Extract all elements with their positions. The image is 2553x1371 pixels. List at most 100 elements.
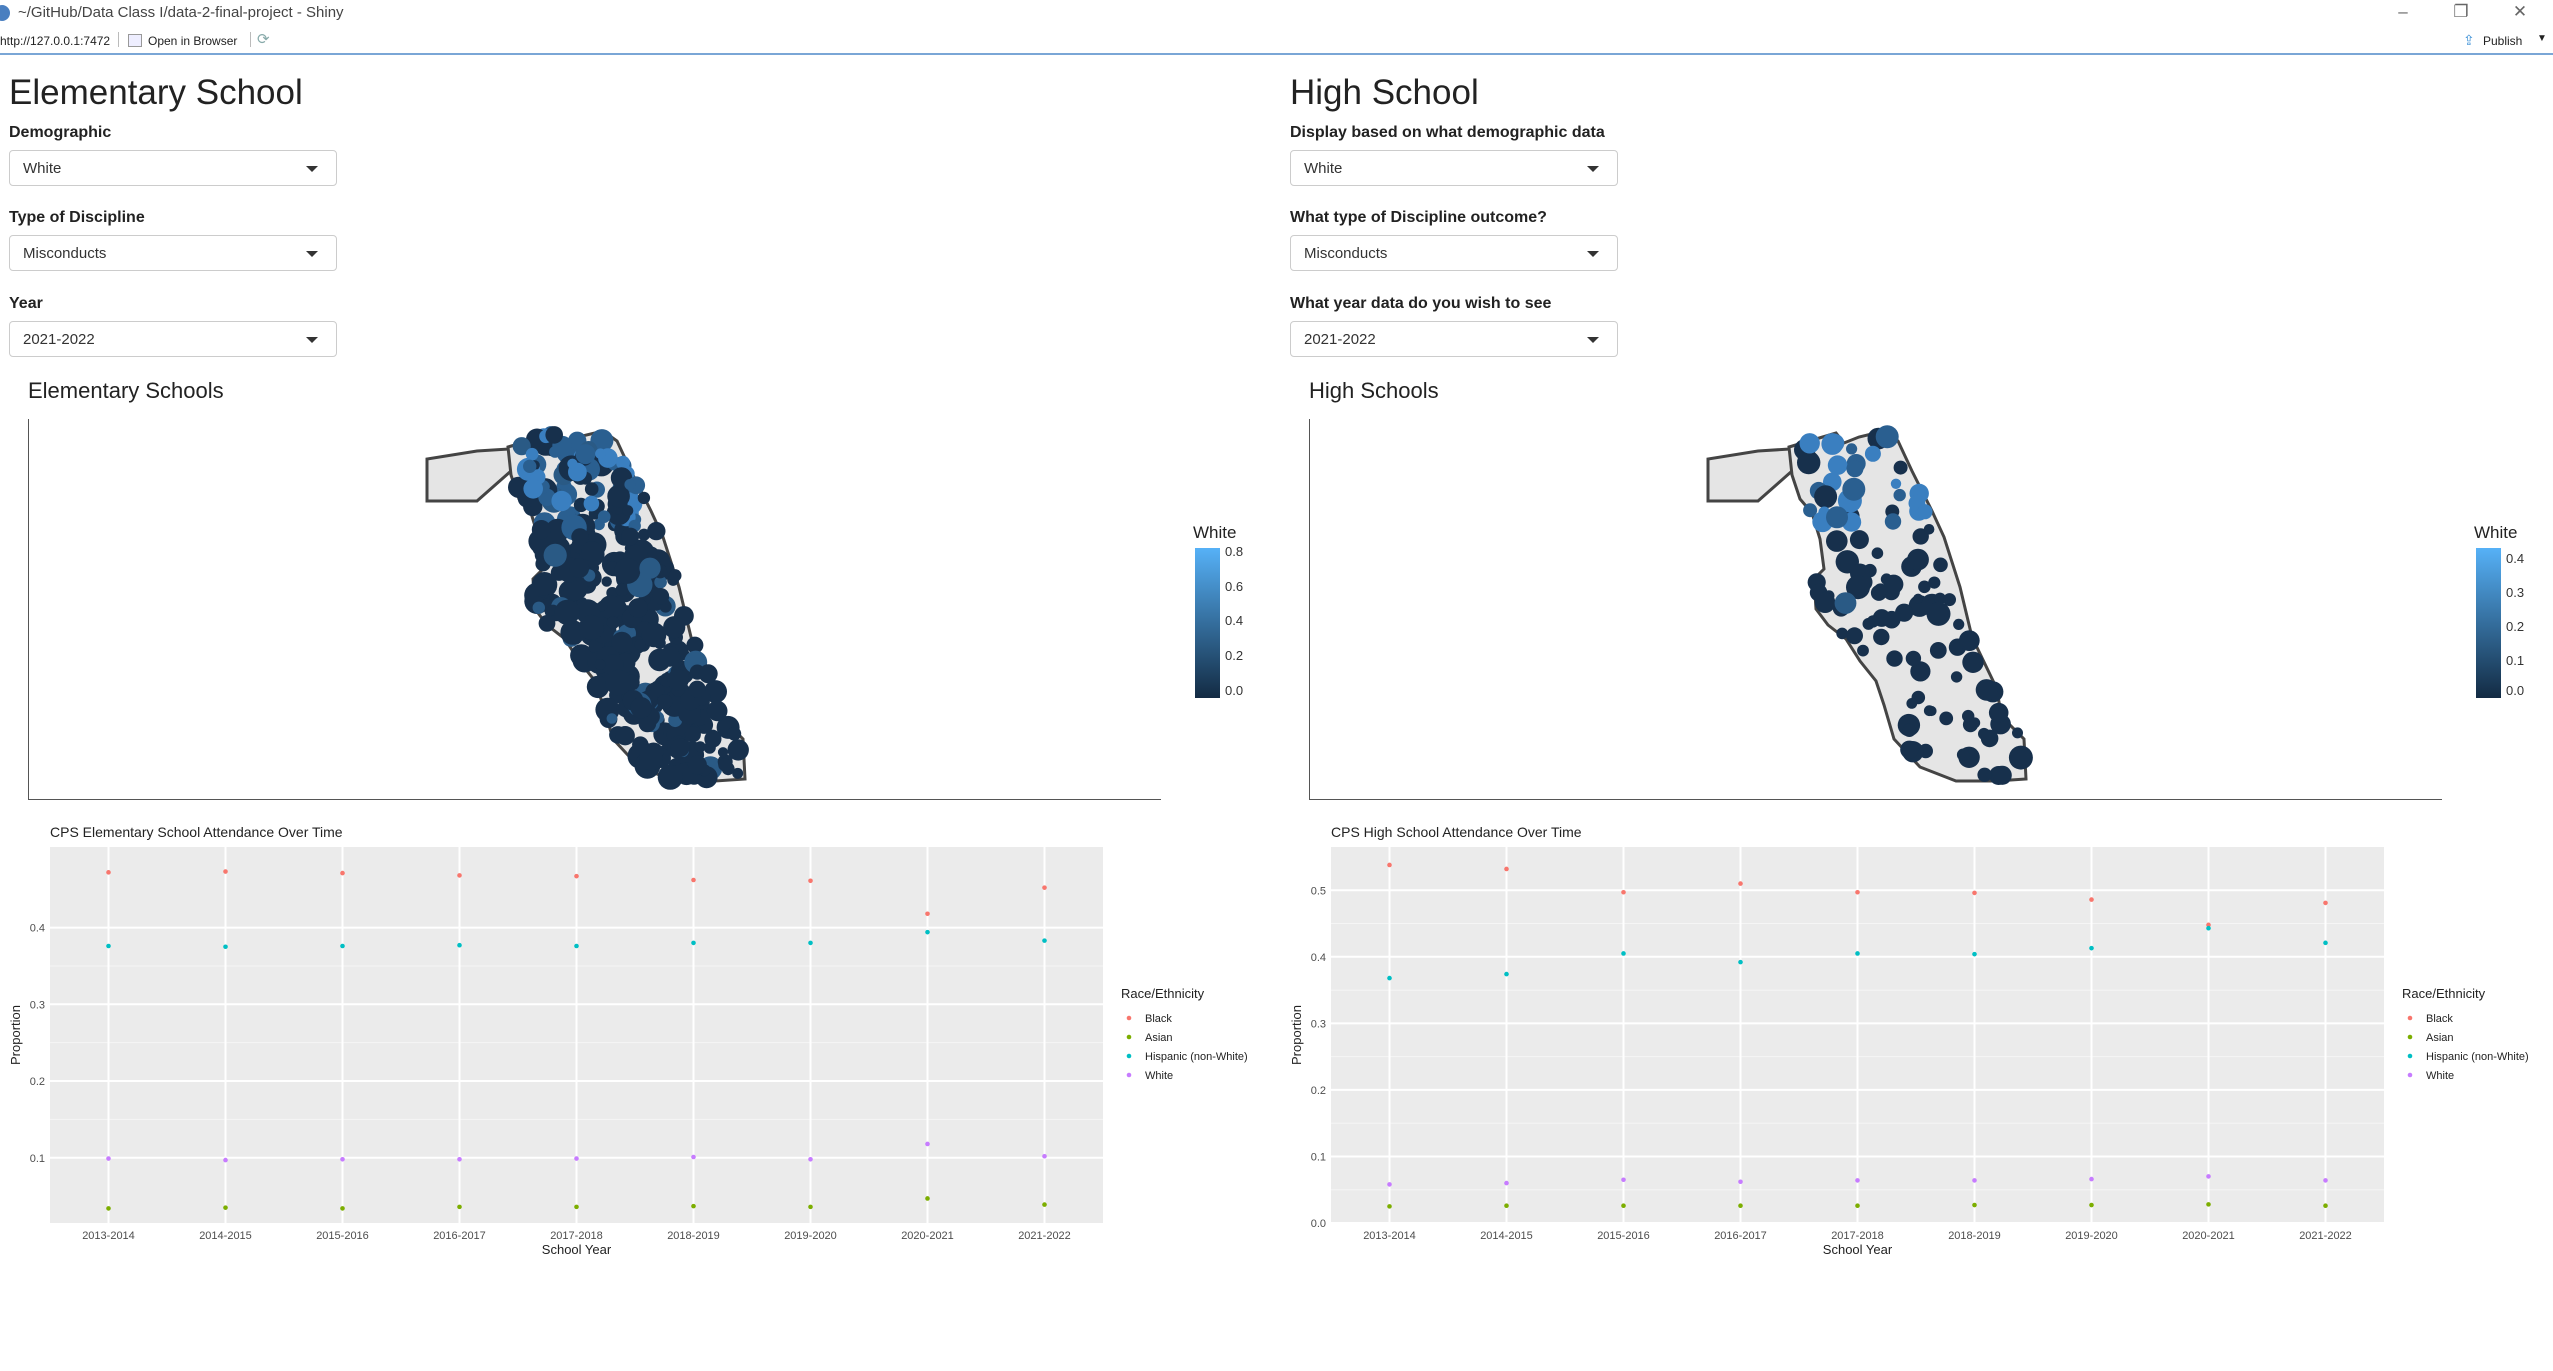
legend-key xyxy=(2407,1072,2413,1078)
school-point xyxy=(1882,610,1901,629)
school-point xyxy=(569,558,590,578)
school-point xyxy=(1842,477,1866,501)
elementary-year-select[interactable]: 2021-2022 xyxy=(9,321,337,357)
school-point xyxy=(594,659,606,670)
y-tick-label: 0.3 xyxy=(30,999,45,1011)
x-tick-label: 2015-2016 xyxy=(316,1230,369,1242)
high-demographic-select[interactable]: White xyxy=(1290,150,1618,186)
data-point xyxy=(925,1196,930,1201)
x-tick-label: 2013-2014 xyxy=(1363,1230,1416,1242)
data-point xyxy=(223,869,228,874)
school-point xyxy=(624,479,636,490)
school-point xyxy=(607,484,630,508)
school-point xyxy=(523,479,543,499)
school-point xyxy=(688,680,706,698)
school-point xyxy=(597,510,611,523)
high-map-title: High Schools xyxy=(1309,378,1439,403)
url-field[interactable]: http://127.0.0.1:7472 xyxy=(0,34,111,48)
high-discipline-select[interactable]: Misconducts xyxy=(1290,235,1618,271)
close-icon[interactable]: ✕ xyxy=(2512,2,2528,21)
high-map xyxy=(1706,425,2033,785)
school-point xyxy=(717,747,729,758)
school-point xyxy=(706,700,728,722)
data-point xyxy=(925,911,930,917)
data-point xyxy=(1504,866,1509,872)
minimize-icon[interactable]: – xyxy=(2398,2,2408,21)
publish-icon: ⇪ xyxy=(2463,32,2475,48)
school-point xyxy=(704,730,722,748)
legend-key xyxy=(1126,1015,1132,1021)
school-point xyxy=(615,726,635,746)
school-point xyxy=(560,620,585,645)
select-value: Misconducts xyxy=(1304,245,1388,262)
elementary-demographic-select[interactable]: White xyxy=(9,150,337,186)
data-point xyxy=(691,1203,696,1209)
chevron-down-icon xyxy=(1587,251,1599,257)
x-tick-label: 2018-2019 xyxy=(1948,1230,2001,1242)
school-point xyxy=(1893,460,1908,475)
school-point xyxy=(551,490,572,512)
browser-icon xyxy=(128,34,142,47)
school-point xyxy=(1814,592,1836,613)
school-point xyxy=(614,557,641,584)
elementary-year-label: Year xyxy=(9,295,43,312)
school-point xyxy=(659,646,681,667)
elementary-discipline-select[interactable]: Misconducts xyxy=(9,235,337,271)
data-point xyxy=(2089,1202,2094,1208)
school-point xyxy=(698,664,718,684)
elementary-discipline-label: Type of Discipline xyxy=(9,209,145,226)
x-axis-label: School Year xyxy=(1823,1242,1893,1257)
school-point xyxy=(668,569,682,582)
data-point xyxy=(1855,1203,1860,1208)
data-point xyxy=(106,1206,111,1211)
chart-title: CPS Elementary School Attendance Over Ti… xyxy=(50,824,343,840)
data-point xyxy=(340,870,345,876)
data-point xyxy=(457,873,462,878)
chart-title: CPS High School Attendance Over Time xyxy=(1331,824,1582,840)
school-point xyxy=(605,669,631,696)
school-point xyxy=(534,575,555,596)
school-point xyxy=(1917,504,1933,520)
data-point xyxy=(340,1206,345,1211)
school-point xyxy=(652,588,670,605)
y-tick-label: 0.2 xyxy=(1311,1085,1326,1097)
data-point xyxy=(340,943,345,949)
x-tick-label: 2014-2015 xyxy=(199,1230,252,1242)
school-point xyxy=(1980,729,1999,748)
chevron-down-icon[interactable]: ▼ xyxy=(2537,33,2547,44)
school-point xyxy=(1918,580,1931,594)
viewer-toolbar: http://127.0.0.1:7472 Open in Browser ⟳ … xyxy=(0,27,2553,55)
y-tick-label: 0.1 xyxy=(30,1153,45,1165)
y-tick-label: 0.5 xyxy=(1311,885,1326,897)
school-point xyxy=(1886,650,1903,667)
high-legend-colorbar xyxy=(2476,548,2501,698)
select-value: 2021-2022 xyxy=(23,331,95,348)
chevron-down-icon xyxy=(1587,166,1599,172)
chevron-down-icon xyxy=(306,337,318,343)
data-point xyxy=(1855,951,1860,956)
school-point xyxy=(694,741,706,753)
data-point xyxy=(106,870,111,875)
school-point xyxy=(1992,765,2012,785)
open-in-browser-button[interactable]: Open in Browser xyxy=(148,34,238,48)
x-tick-label: 2014-2015 xyxy=(1480,1230,1533,1242)
data-point xyxy=(457,942,462,948)
school-point xyxy=(718,758,732,772)
y-tick-label: 0.2 xyxy=(30,1076,45,1088)
school-point xyxy=(1988,702,2009,723)
school-point xyxy=(1826,530,1848,552)
school-point xyxy=(571,528,589,546)
school-point xyxy=(1864,445,1881,462)
data-point xyxy=(223,1157,228,1163)
legend-title: Race/Ethnicity xyxy=(2402,986,2486,1001)
restore-icon[interactable]: ❐ xyxy=(2453,2,2469,21)
school-point xyxy=(637,528,651,541)
data-point xyxy=(1042,938,1047,943)
high-year-select[interactable]: 2021-2022 xyxy=(1290,321,1618,357)
legend-tick: 0.2 xyxy=(1225,648,1244,663)
refresh-icon[interactable]: ⟳ xyxy=(257,31,270,48)
data-point xyxy=(106,1156,111,1161)
publish-button[interactable]: Publish xyxy=(2483,34,2523,48)
x-tick-label: 2017-2018 xyxy=(550,1230,603,1242)
data-point xyxy=(691,877,696,883)
